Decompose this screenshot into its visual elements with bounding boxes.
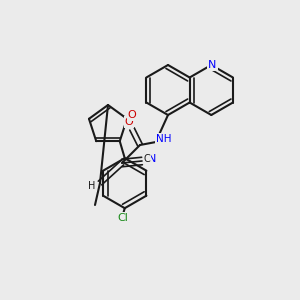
Text: NH: NH — [156, 134, 172, 144]
Text: C: C — [144, 154, 151, 164]
Text: O: O — [128, 110, 136, 120]
Text: N: N — [148, 154, 156, 164]
Text: N: N — [208, 60, 217, 70]
Text: Cl: Cl — [117, 213, 128, 223]
Text: H: H — [88, 181, 96, 191]
Text: O: O — [124, 117, 134, 127]
